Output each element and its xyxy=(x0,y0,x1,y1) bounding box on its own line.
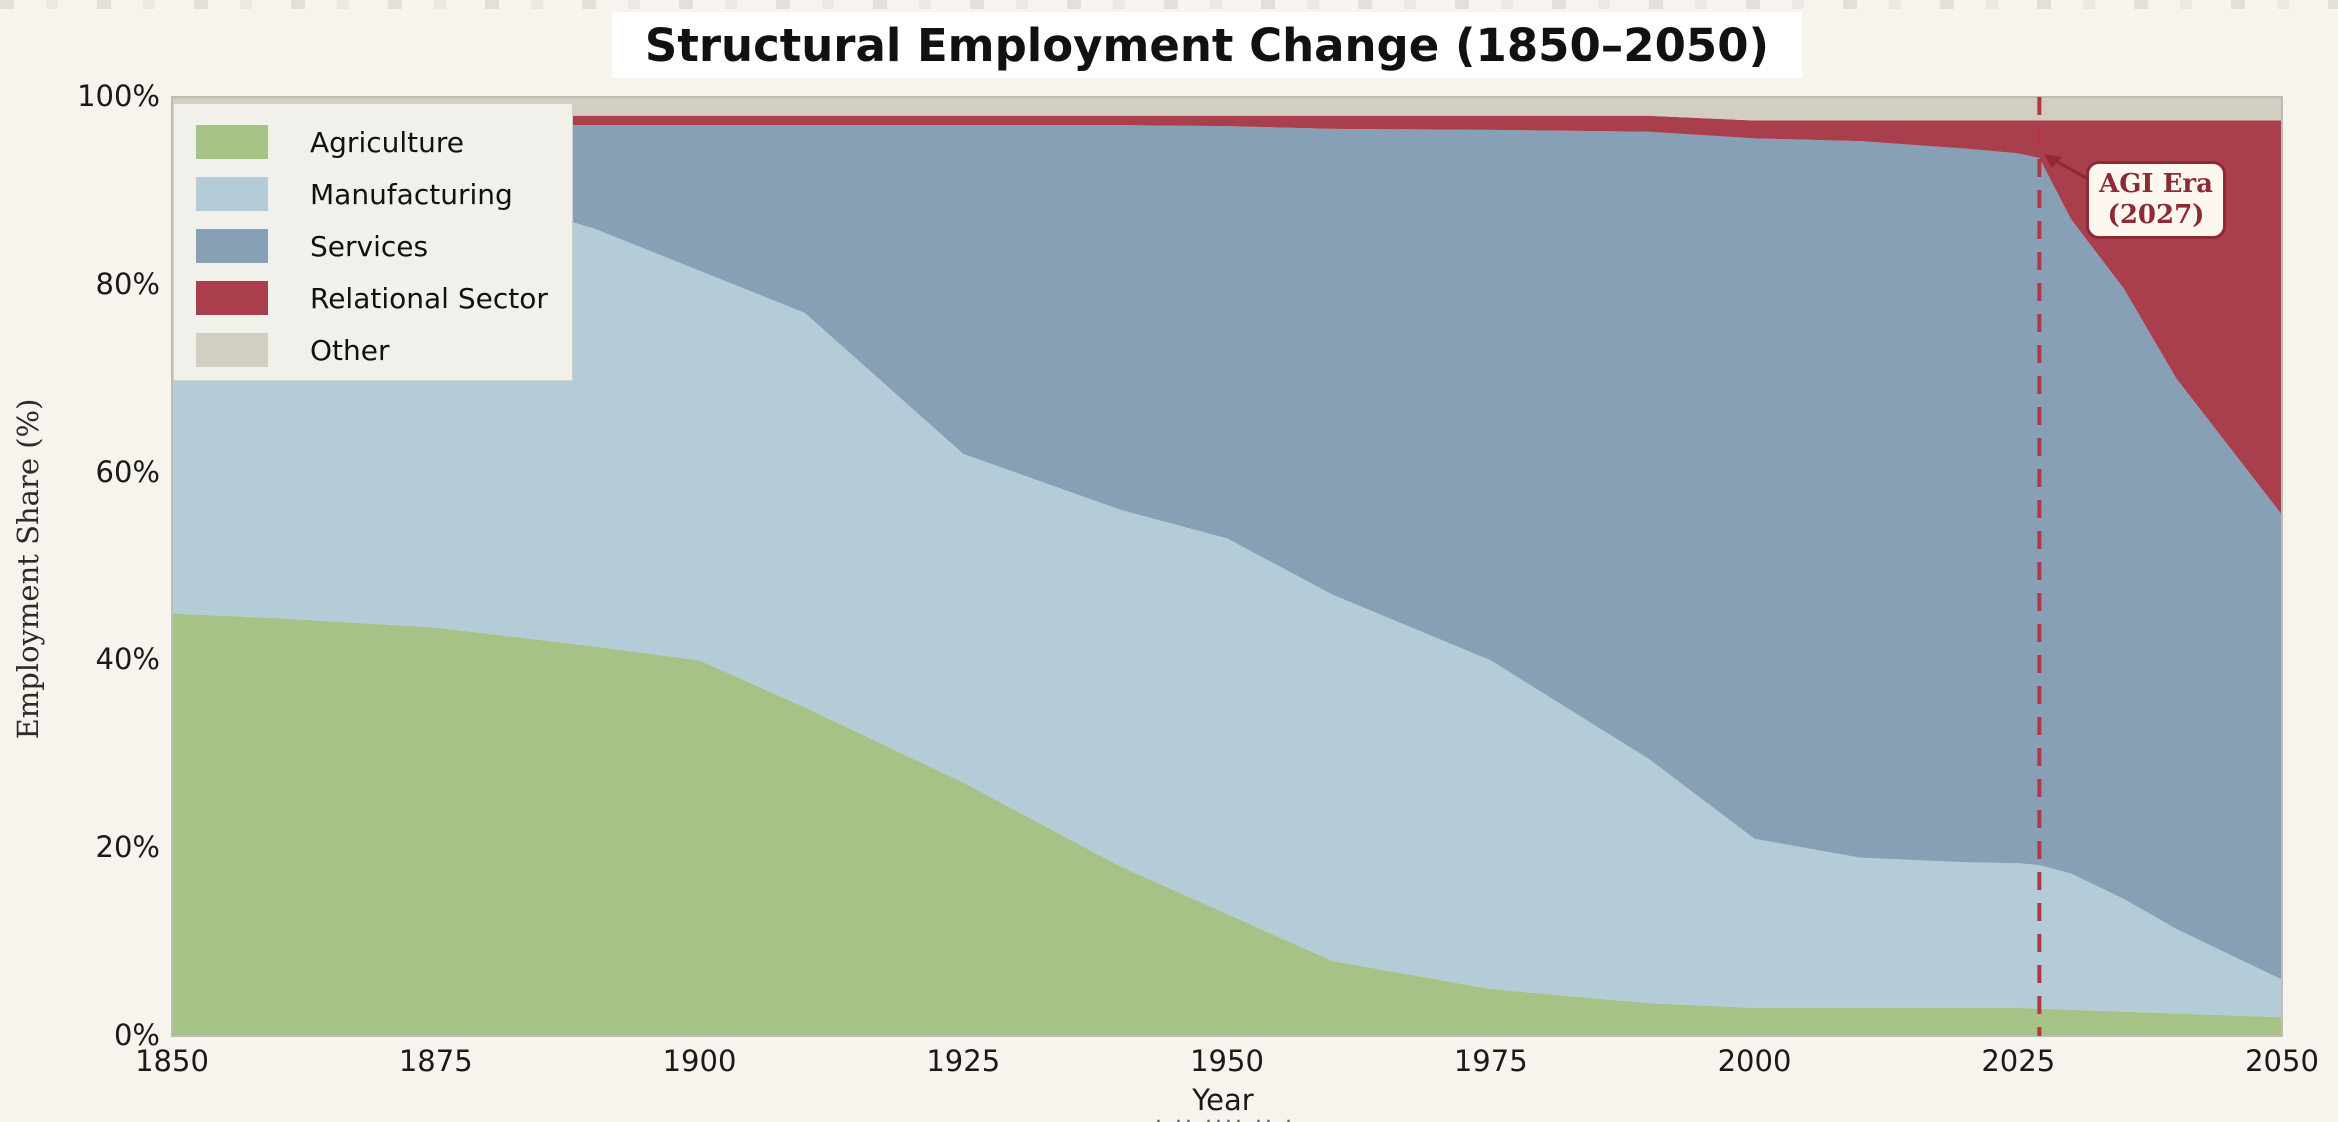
legend-item-other: Other xyxy=(196,324,572,376)
x-tick-2000: 2000 xyxy=(1717,1044,1792,1078)
legend-label-services: Services xyxy=(310,229,429,263)
x-tick-2025: 2025 xyxy=(1981,1044,2056,1078)
annotation-line1: AGI Era xyxy=(2099,169,2213,199)
x-tick-1950: 1950 xyxy=(1190,1044,1264,1078)
legend-item-agriculture: Agriculture xyxy=(196,116,572,168)
x-tick-1850: 1850 xyxy=(135,1044,209,1078)
y-tick-80: 80% xyxy=(95,266,160,301)
area-manufacturing xyxy=(172,134,2282,1018)
x-tick-1925: 1925 xyxy=(926,1044,1001,1078)
legend: Agriculture Manufacturing Services Relation… xyxy=(173,103,573,381)
y-axis-title: Employment Share (%) xyxy=(11,398,45,740)
y-tick-100: 100% xyxy=(77,79,160,113)
legend-swatch-other xyxy=(196,333,268,367)
agi-era-annotation: AGI Era (2027) xyxy=(2086,161,2226,239)
y-tick-60: 60% xyxy=(95,454,160,489)
x-tick-1975: 1975 xyxy=(1453,1044,1528,1078)
legend-item-manufacturing: Manufacturing xyxy=(196,168,572,220)
x-tick-1875: 1875 xyxy=(398,1044,473,1078)
y-tick-40: 40% xyxy=(95,642,160,677)
legend-swatch-agriculture xyxy=(196,125,268,159)
area-other xyxy=(172,97,2282,121)
legend-label-manufacturing: Manufacturing xyxy=(310,177,513,211)
annotation-arrowhead xyxy=(2044,154,2062,168)
area-agriculture xyxy=(172,613,2282,1036)
legend-label-other: Other xyxy=(310,333,390,367)
top-edge-artifact xyxy=(0,0,2338,9)
legend-swatch-services xyxy=(196,229,268,263)
legend-item-relational-sector: Relational Sector xyxy=(196,272,572,324)
title-background: Structural Employment Change (1850–2050) xyxy=(612,12,1802,78)
legend-swatch-relational-sector xyxy=(196,281,268,315)
annotation-line2: (2027) xyxy=(2107,200,2205,230)
legend-item-services: Services xyxy=(196,220,572,272)
chart-title: Structural Employment Change (1850–2050) xyxy=(644,18,1770,72)
x-tick-1900: 1900 xyxy=(662,1044,737,1078)
y-tick-0: 0% xyxy=(113,1018,160,1052)
y-tick-20: 20% xyxy=(95,830,160,865)
plot-frame xyxy=(171,96,2283,1037)
legend-label-agriculture: Agriculture xyxy=(310,125,464,159)
x-tick-2050: 2050 xyxy=(2245,1044,2319,1078)
legend-label-relational-sector: Relational Sector xyxy=(310,281,548,315)
legend-swatch-manufacturing xyxy=(196,177,268,211)
area-relational-sector xyxy=(172,115,2282,515)
clipped-text-artifact: · ·· ···· ·· · xyxy=(1095,1112,1355,1122)
area-services xyxy=(172,125,2282,980)
annotation-arrow xyxy=(2051,157,2091,182)
x-axis-title: Year xyxy=(1192,1083,1254,1117)
